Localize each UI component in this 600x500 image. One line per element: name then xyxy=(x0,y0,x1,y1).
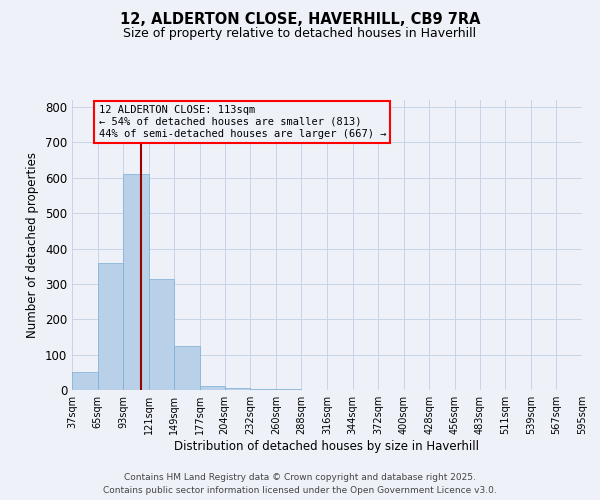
Text: Size of property relative to detached houses in Haverhill: Size of property relative to detached ho… xyxy=(124,28,476,40)
Y-axis label: Number of detached properties: Number of detached properties xyxy=(26,152,40,338)
Bar xyxy=(149,278,175,390)
Text: Contains HM Land Registry data © Crown copyright and database right 2025.: Contains HM Land Registry data © Crown c… xyxy=(124,474,476,482)
Bar xyxy=(200,386,224,390)
Bar xyxy=(98,262,123,390)
X-axis label: Distribution of detached houses by size in Haverhill: Distribution of detached houses by size … xyxy=(175,440,479,453)
Bar xyxy=(123,174,149,390)
Bar xyxy=(224,388,250,390)
Text: 12, ALDERTON CLOSE, HAVERHILL, CB9 7RA: 12, ALDERTON CLOSE, HAVERHILL, CB9 7RA xyxy=(120,12,480,28)
Bar xyxy=(72,372,98,390)
Bar xyxy=(250,389,276,390)
Text: 12 ALDERTON CLOSE: 113sqm
← 54% of detached houses are smaller (813)
44% of semi: 12 ALDERTON CLOSE: 113sqm ← 54% of detac… xyxy=(98,106,386,138)
Text: Contains public sector information licensed under the Open Government Licence v3: Contains public sector information licen… xyxy=(103,486,497,495)
Bar xyxy=(175,346,200,390)
